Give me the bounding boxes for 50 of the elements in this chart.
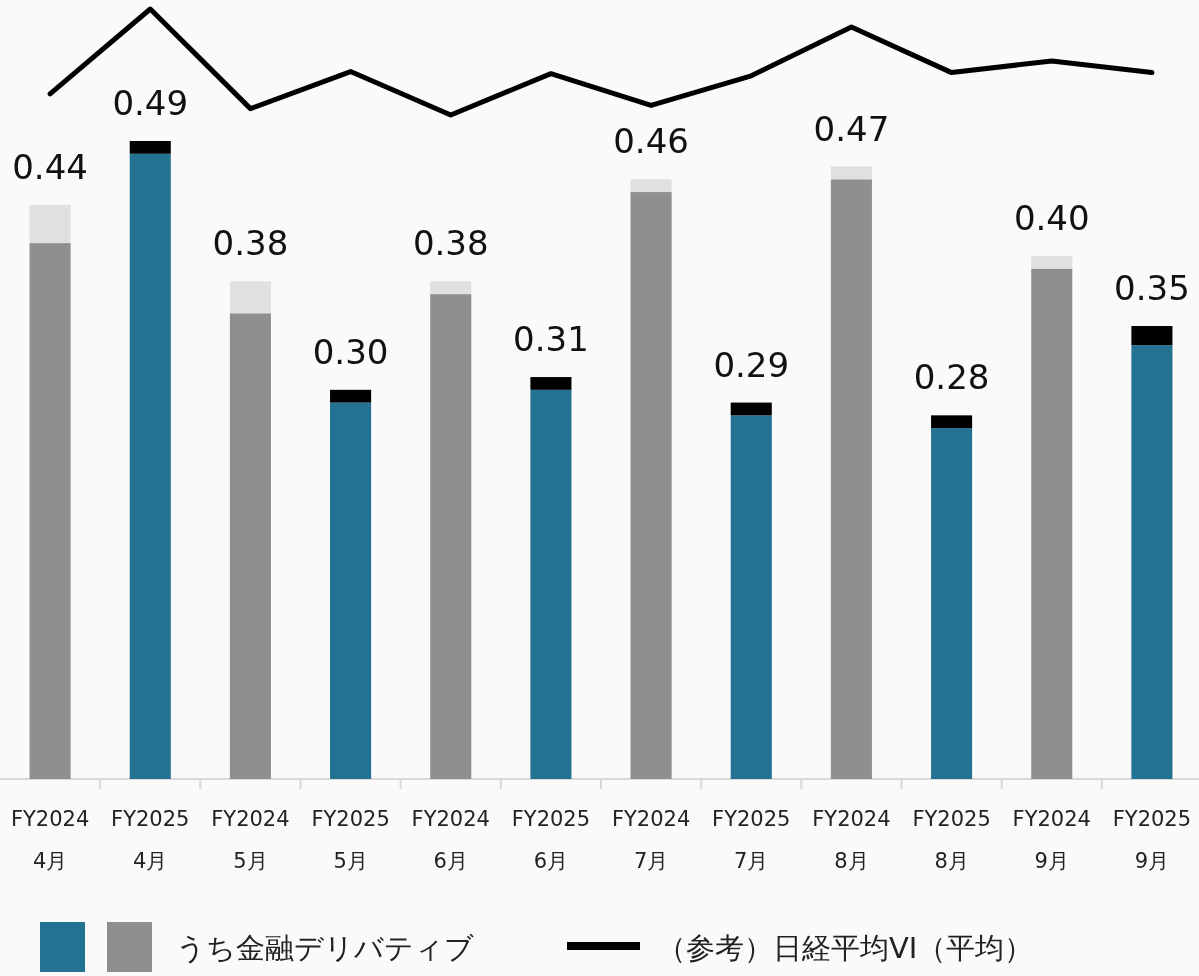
x-tick-label: FY2025 5月 bbox=[311, 807, 390, 873]
bar bbox=[630, 192, 672, 779]
bar bbox=[1031, 268, 1073, 779]
x-tick-label: FY2024 4月 bbox=[10, 807, 90, 873]
x-tick-label: FY2025 8月 bbox=[912, 807, 991, 873]
annotation: 0.29 bbox=[713, 344, 790, 385]
bar bbox=[1031, 255, 1073, 269]
text: うち金融デリバティブ bbox=[176, 931, 474, 965]
annotation: 0.38 bbox=[412, 223, 489, 264]
x-tick-label: FY2024 8月 bbox=[812, 807, 891, 873]
bar bbox=[530, 389, 572, 779]
bar bbox=[129, 141, 171, 154]
bar bbox=[29, 243, 71, 779]
bar bbox=[730, 415, 772, 779]
annotation: 0.44 bbox=[12, 146, 88, 187]
bar bbox=[29, 204, 71, 244]
bar bbox=[430, 281, 472, 295]
bar bbox=[1131, 345, 1173, 779]
bar bbox=[730, 402, 772, 416]
annotation: 0.47 bbox=[813, 108, 890, 149]
x-tick-label: FY2025 9月 bbox=[1112, 807, 1192, 873]
bar bbox=[330, 402, 372, 779]
bar bbox=[430, 294, 472, 779]
x-tick-label: FY2024 6月 bbox=[411, 807, 490, 873]
bar bbox=[330, 389, 372, 403]
annotation: 0.40 bbox=[1013, 197, 1090, 238]
annotation: 0.49 bbox=[112, 83, 189, 123]
annotation: 0.30 bbox=[312, 331, 389, 372]
annotation: 0.46 bbox=[613, 121, 689, 162]
x-tick-label: FY2024 5月 bbox=[211, 807, 290, 873]
x-tick-label: FY2024 7月 bbox=[611, 807, 691, 873]
bar bbox=[630, 179, 672, 193]
bar bbox=[931, 415, 973, 429]
bar bbox=[830, 166, 872, 180]
annotation: 0.35 bbox=[1114, 268, 1190, 309]
bar bbox=[229, 313, 271, 779]
bar bbox=[129, 153, 171, 779]
annotation: 0.31 bbox=[513, 319, 589, 360]
bar bbox=[229, 281, 271, 314]
annotation: 0.38 bbox=[212, 223, 289, 264]
legend-label: （参考）日経平均VI（平均） bbox=[657, 931, 1034, 965]
x-tick-label: FY2024 9月 bbox=[1012, 807, 1091, 873]
bar bbox=[830, 179, 872, 779]
bar bbox=[530, 377, 572, 390]
x-tick-label: FY2025 7月 bbox=[712, 807, 791, 873]
x-tick-label: FY2025 4月 bbox=[111, 807, 190, 873]
x-tick-label: FY2025 6月 bbox=[511, 807, 591, 873]
bar bbox=[931, 428, 973, 779]
bar bbox=[1131, 326, 1173, 346]
annotation: 0.28 bbox=[913, 357, 990, 398]
